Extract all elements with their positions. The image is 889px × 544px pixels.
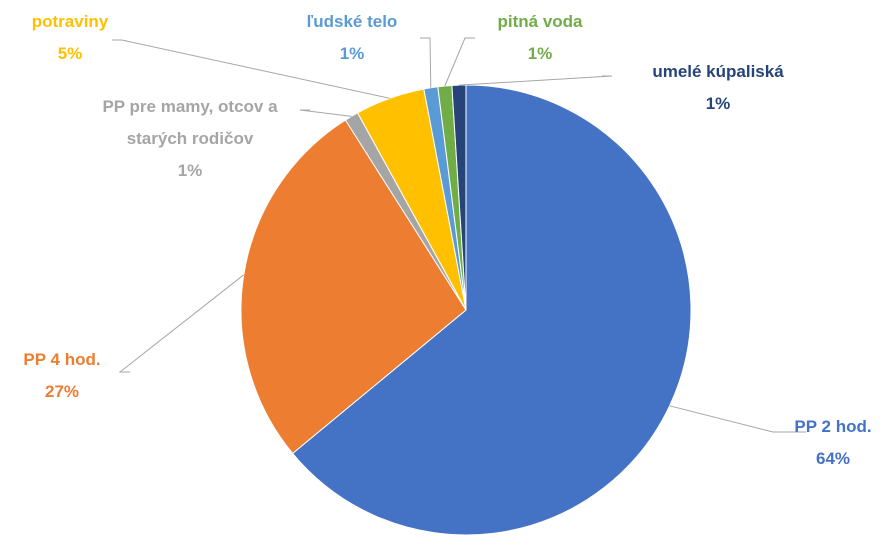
leader-line bbox=[118, 274, 245, 373]
label-value: 27% bbox=[44, 382, 80, 401]
label-name: potraviny bbox=[31, 12, 109, 31]
label-value: 1% bbox=[177, 161, 203, 180]
data-label: ľudské telo 1% bbox=[292, 6, 412, 70]
label-name: ľudské telo bbox=[306, 12, 398, 31]
label-name: pitná voda bbox=[497, 12, 583, 31]
leader-line bbox=[112, 39, 390, 99]
data-label: potraviny 5% bbox=[10, 6, 130, 70]
label-name: PP 2 hod. bbox=[794, 417, 872, 436]
pie-slice bbox=[240, 119, 467, 455]
label-value: 1% bbox=[339, 44, 365, 63]
data-label: umelé kúpaliská 1% bbox=[618, 56, 818, 120]
leader-line bbox=[299, 109, 352, 117]
leader-line bbox=[669, 405, 806, 433]
label-value: 1% bbox=[527, 44, 553, 63]
data-label: pitná voda 1% bbox=[480, 6, 600, 70]
label-name: PP 4 hod. bbox=[23, 350, 101, 369]
label-value: 1% bbox=[705, 94, 731, 113]
leader-line bbox=[420, 37, 432, 88]
data-label: PP pre mamy, otcov a starých rodičov 1% bbox=[70, 91, 310, 187]
label-value: 5% bbox=[57, 44, 83, 63]
label-name: PP pre mamy, otcov a starých rodičov bbox=[102, 97, 278, 148]
label-name: umelé kúpaliská bbox=[652, 62, 784, 81]
data-label: PP 2 hod. 64% bbox=[773, 411, 889, 475]
leader-line bbox=[444, 37, 475, 87]
data-label: PP 4 hod. 27% bbox=[2, 344, 122, 408]
label-value: 64% bbox=[815, 449, 851, 468]
pie-slice bbox=[291, 84, 692, 536]
leader-line bbox=[458, 75, 613, 86]
